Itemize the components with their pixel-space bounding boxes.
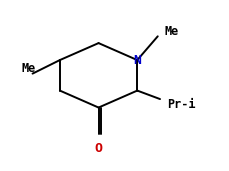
Text: Pr-i: Pr-i [167, 98, 195, 111]
Text: Me: Me [165, 25, 179, 38]
Text: Me: Me [21, 62, 35, 75]
Text: O: O [95, 142, 103, 155]
Text: N: N [133, 54, 141, 67]
